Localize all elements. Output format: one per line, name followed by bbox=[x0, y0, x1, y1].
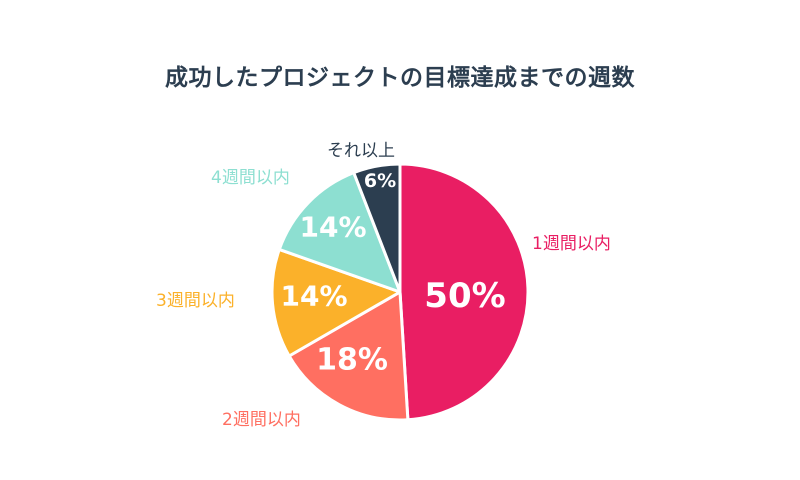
slice-3-weeks bbox=[270, 247, 402, 358]
pie-slices bbox=[270, 162, 530, 422]
slice-4-weeks bbox=[277, 171, 402, 294]
label-2-weeks: 2週間以内 bbox=[222, 410, 301, 430]
slice-2-weeks bbox=[287, 290, 410, 422]
pct-more: 6% bbox=[363, 170, 397, 192]
chart-title: 成功したプロジェクトの目標達成までの週数 bbox=[165, 65, 635, 91]
slice-1-week bbox=[398, 162, 530, 422]
pct-4-weeks: 14% bbox=[299, 210, 367, 244]
pct-2-weeks: 18% bbox=[316, 342, 388, 378]
label-4-weeks: 4週間以内 bbox=[211, 168, 290, 188]
label-more: それ以上 bbox=[327, 141, 395, 161]
pct-1-week: 50% bbox=[424, 276, 506, 316]
label-1-week: 1週間以内 bbox=[532, 234, 611, 254]
label-3-weeks: 3週間以内 bbox=[156, 291, 235, 311]
pct-3-weeks: 14% bbox=[280, 279, 348, 313]
slice-more bbox=[352, 162, 402, 294]
